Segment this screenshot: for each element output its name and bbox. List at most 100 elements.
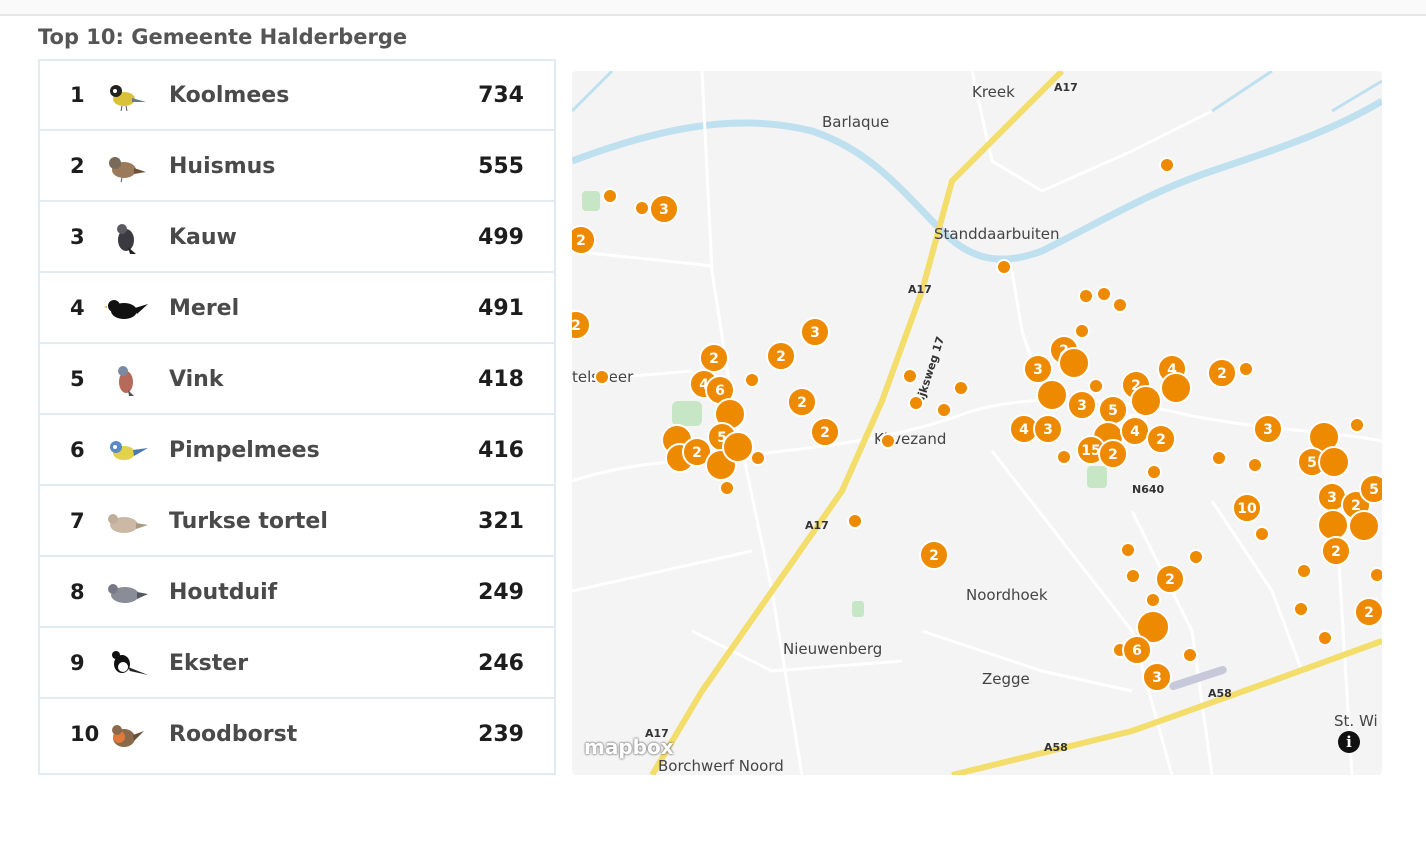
cluster-marker[interactable] <box>1317 509 1349 541</box>
cluster-marker[interactable]: 2 <box>682 437 712 467</box>
observation-dot[interactable] <box>750 450 766 466</box>
cluster-marker[interactable]: 3 <box>800 317 830 347</box>
observation-dot[interactable] <box>1293 601 1309 617</box>
observation-dot[interactable] <box>1125 568 1141 584</box>
observation-dot[interactable] <box>1078 288 1094 304</box>
cluster-marker[interactable]: 3 <box>1253 414 1283 444</box>
svg-text:2: 2 <box>929 548 939 564</box>
svg-text:4: 4 <box>699 377 709 393</box>
list-item[interactable]: 2 Huismus 555 <box>40 132 554 202</box>
observation-dot[interactable] <box>1317 630 1333 646</box>
map-canvas[interactable]: Kreek Barlaque Standdaarbuiten Noordhoek… <box>572 71 1382 775</box>
observation-dot[interactable] <box>936 402 952 418</box>
list-item[interactable]: 5 Vink 418 <box>40 345 554 415</box>
observation-dot[interactable] <box>1145 592 1161 608</box>
cluster-marker[interactable] <box>1058 347 1090 379</box>
cluster-marker[interactable]: 2 <box>1321 536 1351 566</box>
observation-dots[interactable] <box>594 157 1382 663</box>
cluster-marker[interactable]: 3 <box>1033 414 1063 444</box>
mapbox-logo[interactable]: mapbox <box>584 735 674 759</box>
observation-dot[interactable] <box>1238 361 1254 377</box>
cluster-marker[interactable] <box>722 431 754 463</box>
observation-dot[interactable] <box>1146 464 1162 480</box>
observation-dot[interactable] <box>1112 297 1128 313</box>
observation-dot[interactable] <box>602 188 618 204</box>
cluster-marker[interactable]: 2 <box>919 540 949 570</box>
observation-dot[interactable] <box>1056 449 1072 465</box>
observation-dot[interactable] <box>953 380 969 396</box>
svg-text:3: 3 <box>1077 398 1087 414</box>
observation-dot[interactable] <box>1254 526 1270 542</box>
observation-dot[interactable] <box>1088 378 1104 394</box>
rank-number: 1 <box>70 83 85 107</box>
blackbird-icon <box>104 300 148 319</box>
observation-dot[interactable] <box>634 200 650 216</box>
list-item[interactable]: 1 Koolmees 734 <box>40 61 554 131</box>
cluster-marker[interactable]: 5 <box>1359 474 1382 504</box>
bird-name: Turkse tortel <box>169 509 328 534</box>
cluster-marker[interactable]: 2 <box>787 387 817 417</box>
list-item[interactable]: 6 Pimpelmees 416 <box>40 416 554 486</box>
cluster-marker[interactable]: 6 <box>1122 635 1152 665</box>
cluster-marker[interactable]: 2 <box>1098 439 1128 469</box>
cluster-marker[interactable]: 2 <box>1155 564 1185 594</box>
observation-dot[interactable] <box>1120 542 1136 558</box>
observation-dot[interactable] <box>1074 323 1090 339</box>
observation-dot[interactable] <box>719 480 735 496</box>
cluster-marker[interactable] <box>1318 446 1350 478</box>
cluster-marker[interactable]: 5 <box>1098 395 1128 425</box>
list-item[interactable]: 4 Merel 491 <box>40 274 554 344</box>
observation-dot[interactable] <box>1349 417 1365 433</box>
bird-name: Koolmees <box>169 83 290 108</box>
observation-map[interactable]: Kreek Barlaque Standdaarbuiten Noordhoek… <box>572 71 1382 775</box>
observation-dot[interactable] <box>1296 563 1312 579</box>
observation-dot[interactable] <box>1369 567 1382 583</box>
cluster-marker[interactable] <box>1160 372 1192 404</box>
cluster-marker[interactable]: 15 <box>1076 435 1106 465</box>
canal <box>1211 71 1273 113</box>
observation-dot[interactable] <box>1096 286 1112 302</box>
observation-dot[interactable] <box>1182 647 1198 663</box>
observation-dot[interactable] <box>1159 157 1175 173</box>
list-item[interactable]: 9 Ekster 246 <box>40 629 554 699</box>
observation-dot[interactable] <box>744 372 760 388</box>
cluster-marker[interactable]: 2 <box>1146 424 1176 454</box>
house-sparrow-icon <box>109 157 146 183</box>
road-label: N640 <box>1132 483 1165 496</box>
cluster-marker[interactable]: 4 <box>1120 416 1150 446</box>
cluster-marker[interactable]: 2 <box>1207 358 1237 388</box>
cluster-marker[interactable] <box>1136 610 1170 644</box>
top10-list: 1 Koolmees 734 2 Huismus 555 3 Kauw 4 99 … <box>38 59 556 775</box>
observation-dot[interactable] <box>847 513 863 529</box>
cluster-marker[interactable]: 3 <box>1142 662 1172 692</box>
cluster-marker[interactable] <box>1130 385 1162 417</box>
cluster-marker[interactable] <box>1348 510 1380 542</box>
observation-dot[interactable] <box>1188 549 1204 565</box>
observation-dot[interactable] <box>908 395 924 411</box>
info-icon[interactable]: i <box>1338 731 1360 753</box>
cluster-marker[interactable]: 10 <box>1232 493 1262 523</box>
cluster-marker[interactable]: 2 <box>572 225 596 255</box>
cluster-marker[interactable]: 2 <box>810 417 840 447</box>
rank-number: 9 <box>70 651 85 675</box>
observation-dot[interactable] <box>1247 457 1263 473</box>
svg-text:2: 2 <box>1331 544 1341 560</box>
list-item[interactable]: 10 Roodborst 239 <box>40 700 554 770</box>
cluster-marker[interactable]: 3 <box>1023 354 1053 384</box>
list-item[interactable]: 3 Kauw 499 <box>40 203 554 273</box>
observation-dot[interactable] <box>902 368 918 384</box>
observation-dot[interactable] <box>1211 450 1227 466</box>
observation-dot[interactable] <box>594 369 610 385</box>
cluster-markers[interactable]: 3 2 2 3 2 2 4 6 5 2 2 2 2 3 2 3 5 4 3 <box>572 194 1382 692</box>
cluster-marker[interactable]: 2 <box>1354 597 1382 627</box>
observation-dot[interactable] <box>996 259 1012 275</box>
cluster-marker[interactable]: 2 <box>699 343 729 373</box>
cluster-marker[interactable]: 2 <box>766 341 796 371</box>
cluster-marker[interactable]: 2 <box>572 310 591 340</box>
observation-dot[interactable] <box>880 433 896 449</box>
cluster-marker[interactable]: 3 <box>1067 390 1097 420</box>
cluster-marker[interactable] <box>1036 379 1068 411</box>
list-item[interactable]: 7 Turkse tortel 321 <box>40 487 554 557</box>
cluster-marker[interactable]: 3 <box>649 194 679 224</box>
list-item[interactable]: 8 Houtduif 249 <box>40 558 554 628</box>
